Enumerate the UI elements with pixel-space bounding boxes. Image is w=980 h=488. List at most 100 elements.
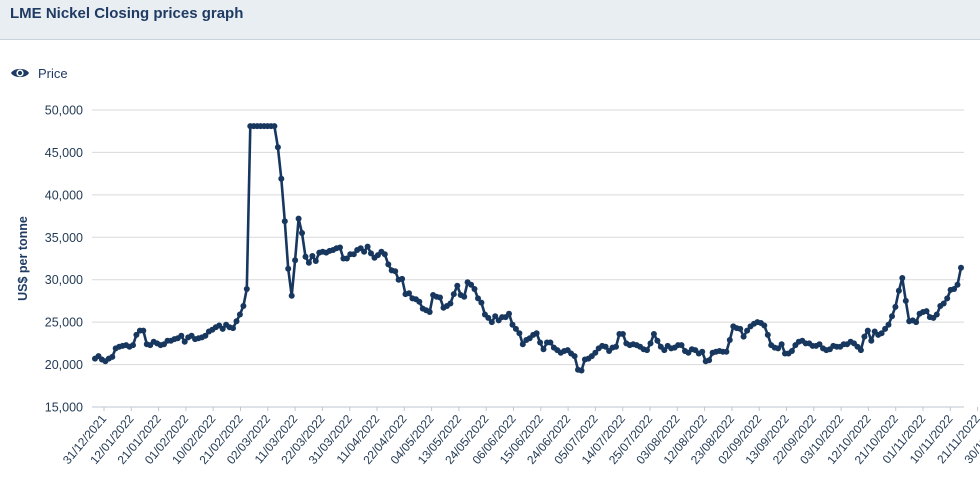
y-tick-label: 30,000 bbox=[45, 273, 83, 287]
price-data-point bbox=[471, 286, 478, 292]
price-data-point bbox=[706, 357, 713, 364]
price-data-point bbox=[243, 286, 250, 292]
price-data-point bbox=[533, 330, 540, 337]
price-data-point bbox=[288, 292, 295, 299]
price-data-point bbox=[475, 295, 481, 302]
price-data-point bbox=[778, 341, 785, 348]
price-data-point bbox=[350, 251, 357, 258]
price-data-point bbox=[726, 337, 733, 343]
price-data-point bbox=[233, 318, 240, 325]
price-data-point bbox=[406, 290, 412, 297]
price-data-point bbox=[271, 123, 278, 130]
y-tick-label: 45,000 bbox=[45, 146, 83, 160]
price-data-point bbox=[647, 340, 654, 347]
price-data-point bbox=[274, 144, 281, 151]
price-data-point bbox=[454, 282, 461, 289]
price-data-point bbox=[882, 325, 889, 332]
y-tick-label: 15,000 bbox=[45, 401, 83, 415]
price-data-point bbox=[478, 299, 485, 306]
price-data-point bbox=[447, 300, 454, 307]
price-data-point bbox=[312, 258, 319, 264]
legend-label: Price bbox=[38, 66, 68, 81]
price-data-point bbox=[744, 327, 751, 334]
price-data-point bbox=[878, 330, 885, 337]
price-data-point bbox=[509, 321, 516, 328]
price-data-point bbox=[488, 319, 495, 326]
price-data-point bbox=[236, 311, 243, 318]
price-data-point bbox=[416, 298, 423, 305]
price-data-point bbox=[650, 331, 657, 337]
price-data-point bbox=[940, 300, 947, 307]
price-data-point bbox=[392, 268, 399, 275]
price-data-point bbox=[292, 257, 299, 264]
price-data-point bbox=[699, 348, 706, 355]
price-data-point bbox=[889, 313, 895, 320]
price-data-point bbox=[661, 347, 668, 354]
price-data-point bbox=[299, 230, 305, 236]
y-tick-label: 20,000 bbox=[45, 358, 83, 372]
price-data-point bbox=[571, 353, 578, 360]
price-data-point bbox=[385, 261, 392, 268]
y-tick-label: 25,000 bbox=[45, 316, 83, 330]
price-data-point bbox=[368, 250, 374, 257]
price-data-point bbox=[923, 308, 930, 315]
price-data-point bbox=[133, 331, 140, 338]
price-data-point bbox=[602, 343, 609, 350]
price-data-point bbox=[613, 343, 619, 350]
price-data-point bbox=[309, 253, 316, 259]
price-data-point bbox=[740, 333, 747, 340]
price-data-point bbox=[426, 309, 433, 315]
price-data-point bbox=[737, 325, 744, 332]
price-data-point bbox=[540, 346, 547, 353]
price-data-point bbox=[468, 281, 475, 288]
price-data-point bbox=[899, 275, 906, 281]
price-data-point bbox=[343, 255, 350, 262]
price-data-point bbox=[933, 311, 940, 318]
price-data-point bbox=[944, 295, 951, 302]
price-data-point bbox=[130, 342, 136, 349]
chart-title: LME Nickel Closing prices graph bbox=[10, 5, 244, 22]
price-data-point bbox=[437, 294, 443, 301]
price-data-point bbox=[364, 243, 371, 250]
price-data-point bbox=[305, 259, 312, 266]
price-data-point bbox=[230, 325, 236, 332]
header-bar: LME Nickel Closing prices graph bbox=[0, 0, 980, 40]
price-data-point bbox=[281, 218, 288, 225]
price-data-point bbox=[485, 314, 492, 321]
price-data-point bbox=[761, 322, 768, 329]
price-data-point bbox=[202, 332, 209, 339]
price-data-point bbox=[285, 265, 292, 272]
price-data-point bbox=[337, 244, 343, 251]
price-data-point bbox=[892, 303, 899, 310]
price-data-point bbox=[592, 349, 599, 356]
price-data-point bbox=[516, 330, 523, 337]
price-data-point bbox=[219, 325, 226, 332]
price-data-point bbox=[644, 347, 650, 354]
price-data-point bbox=[654, 337, 661, 344]
price-data-point bbox=[764, 331, 771, 338]
price-data-point bbox=[788, 348, 795, 354]
price-data-point bbox=[295, 215, 302, 222]
price-data-point bbox=[537, 339, 544, 346]
price-data-point bbox=[619, 331, 626, 337]
price-data-point bbox=[958, 264, 964, 271]
price-data-point bbox=[519, 341, 526, 348]
y-axis-title: US$ per tonne bbox=[16, 216, 30, 301]
price-data-point bbox=[492, 313, 499, 320]
price-data-point bbox=[864, 327, 871, 334]
price-data-point bbox=[885, 321, 892, 328]
price-data-point bbox=[278, 175, 285, 182]
price-data-point bbox=[723, 348, 730, 355]
price-data-point bbox=[951, 286, 958, 292]
price-data-point bbox=[868, 337, 875, 344]
price-data-point bbox=[140, 327, 147, 334]
price-data-point bbox=[547, 339, 554, 346]
price-data-point bbox=[512, 325, 519, 332]
y-tick-label: 40,000 bbox=[45, 188, 83, 202]
price-data-point bbox=[461, 293, 468, 300]
price-data-point bbox=[895, 287, 902, 294]
price-data-point bbox=[109, 353, 116, 360]
price-data-point bbox=[913, 319, 920, 326]
price-data-point bbox=[816, 341, 823, 348]
price-data-point bbox=[861, 333, 868, 340]
